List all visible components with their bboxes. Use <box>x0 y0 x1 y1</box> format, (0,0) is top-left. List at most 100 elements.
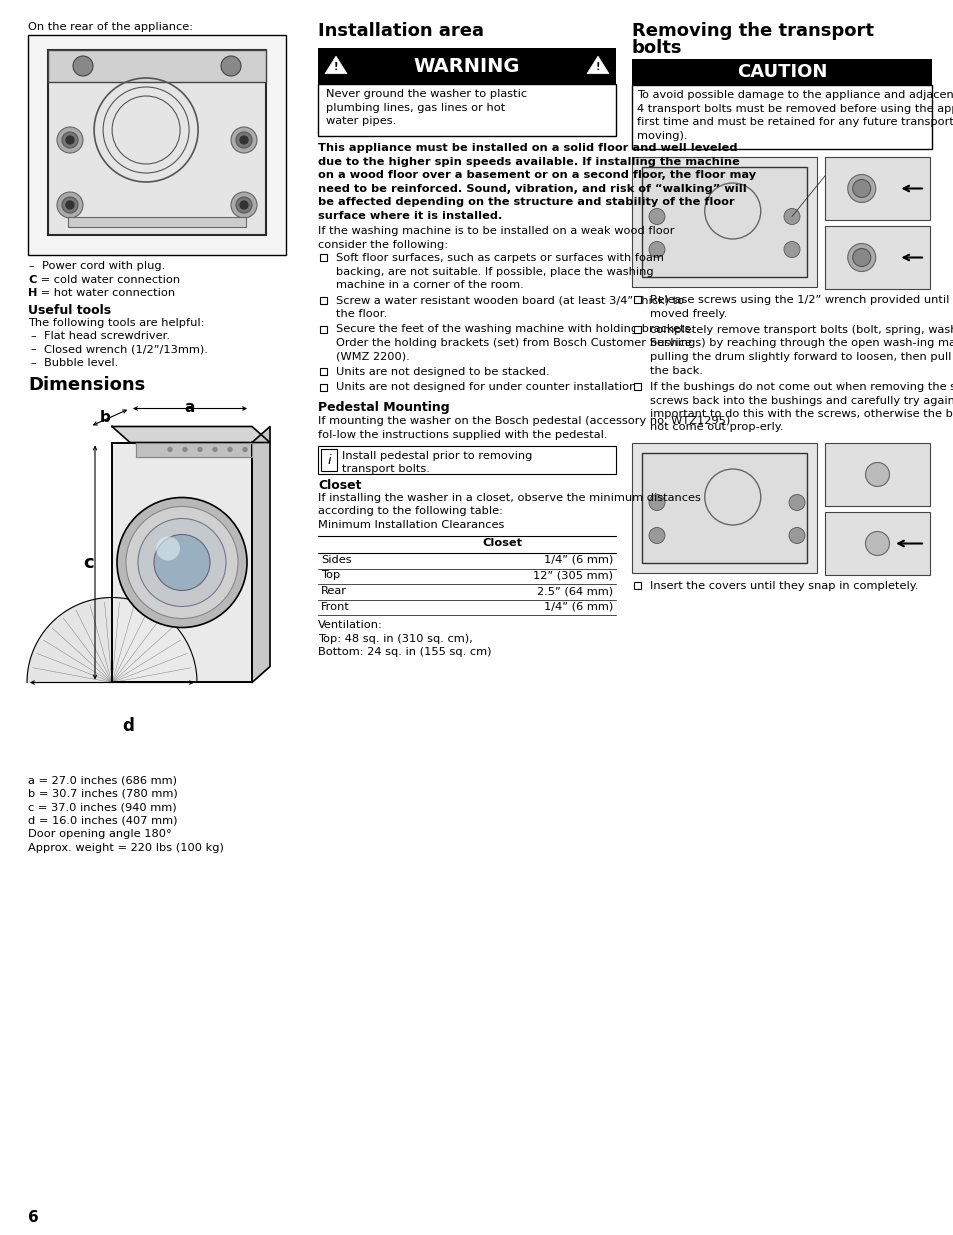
Text: completely remove transport bolts (bolt, spring, washer and: completely remove transport bolts (bolt,… <box>649 325 953 335</box>
Text: due to the higher spin speeds available. If installing the machine: due to the higher spin speeds available.… <box>317 157 740 167</box>
Text: Installation area: Installation area <box>317 22 483 40</box>
Text: a: a <box>185 400 195 415</box>
Text: The following tools are helpful:: The following tools are helpful: <box>28 317 204 327</box>
Circle shape <box>126 506 237 619</box>
Circle shape <box>228 447 232 452</box>
Text: 4 transport bolts must be removed before using the appliance for the: 4 transport bolts must be removed before… <box>637 104 953 114</box>
Bar <box>317 446 616 474</box>
Text: b = 30.7 inches (780 mm): b = 30.7 inches (780 mm) <box>28 789 177 799</box>
Text: Rear: Rear <box>320 585 347 597</box>
Text: Sides: Sides <box>320 555 352 564</box>
Polygon shape <box>325 56 347 74</box>
Text: Useful tools: Useful tools <box>28 304 111 316</box>
Text: If the bushings do not come out when removing the screws, place: If the bushings do not come out when rem… <box>649 382 953 391</box>
Text: If installing the washer in a closet, observe the minimum distances: If installing the washer in a closet, ob… <box>317 493 700 503</box>
Polygon shape <box>586 56 608 74</box>
Text: need to be reinforced. Sound, vibration, and risk of “walking” will: need to be reinforced. Sound, vibration,… <box>317 184 746 194</box>
Text: fol-low the instructions supplied with the pedestal.: fol-low the instructions supplied with t… <box>317 430 607 440</box>
Circle shape <box>117 498 247 627</box>
Bar <box>68 217 246 227</box>
Circle shape <box>847 174 875 203</box>
Bar <box>824 443 929 506</box>
Text: first time and must be retained for any future transport (e.g. when: first time and must be retained for any … <box>637 117 953 127</box>
Bar <box>634 383 640 390</box>
Text: Bubble level.: Bubble level. <box>44 358 118 368</box>
Circle shape <box>235 132 252 148</box>
Bar <box>824 157 929 220</box>
Text: bushings) by reaching through the open wash-ing machine door and: bushings) by reaching through the open w… <box>649 338 953 348</box>
Circle shape <box>243 447 247 452</box>
Text: Approx. weight = 220 lbs (100 kg): Approx. weight = 220 lbs (100 kg) <box>28 844 224 853</box>
Text: Bottom: 24 sq. in (155 sq. cm): Bottom: 24 sq. in (155 sq. cm) <box>317 647 491 657</box>
Text: the floor.: the floor. <box>335 309 387 319</box>
Text: important to do this with the screws, otherwise the bushings will: important to do this with the screws, ot… <box>649 409 953 419</box>
Text: Ventilation:: Ventilation: <box>317 620 382 630</box>
Text: To avoid possible damage to the appliance and adjacent surfaces, all: To avoid possible damage to the applianc… <box>637 90 953 100</box>
Bar <box>319 296 327 304</box>
Bar <box>631 157 816 287</box>
Text: Dimensions: Dimensions <box>28 377 145 394</box>
Text: On the rear of the appliance:: On the rear of the appliance: <box>28 22 193 32</box>
Text: be affected depending on the structure and stability of the floor: be affected depending on the structure a… <box>317 198 734 207</box>
Text: transport bolts.: transport bolts. <box>341 464 430 474</box>
Text: Removing the transport: Removing the transport <box>631 22 873 40</box>
Text: the back.: the back. <box>649 366 702 375</box>
Text: surface where it is installed.: surface where it is installed. <box>317 210 502 221</box>
Bar <box>319 368 327 375</box>
Circle shape <box>788 527 804 543</box>
Text: Front: Front <box>320 601 350 611</box>
Bar <box>634 326 640 333</box>
Text: Release screws using the 1/2” wrench provided until they can be: Release screws using the 1/2” wrench pro… <box>649 295 953 305</box>
Text: water pipes.: water pipes. <box>326 116 395 126</box>
Circle shape <box>847 243 875 272</box>
Bar <box>320 450 336 471</box>
Text: = cold water connection: = cold water connection <box>37 274 180 284</box>
Text: Closed wrench (1/2”/13mm).: Closed wrench (1/2”/13mm). <box>44 345 208 354</box>
Text: moved freely.: moved freely. <box>649 309 726 319</box>
Polygon shape <box>112 426 270 442</box>
Text: Insert the covers until they snap in completely.: Insert the covers until they snap in com… <box>649 580 918 592</box>
Bar <box>634 582 640 589</box>
Text: Closet: Closet <box>482 537 522 547</box>
Circle shape <box>648 527 664 543</box>
Text: backing, are not suitable. If possible, place the washing: backing, are not suitable. If possible, … <box>335 267 653 277</box>
Circle shape <box>168 447 172 452</box>
Text: 1/4” (6 mm): 1/4” (6 mm) <box>543 601 613 611</box>
Text: moving).: moving). <box>637 131 687 141</box>
Circle shape <box>240 136 248 144</box>
Circle shape <box>62 132 78 148</box>
Text: Units are not designed to be stacked.: Units are not designed to be stacked. <box>335 367 549 377</box>
Text: 1/4” (6 mm): 1/4” (6 mm) <box>543 555 613 564</box>
Text: 12” (305 mm): 12” (305 mm) <box>533 571 613 580</box>
Text: on a wood floor over a basement or on a second floor, the floor may: on a wood floor over a basement or on a … <box>317 170 756 180</box>
Circle shape <box>66 136 74 144</box>
Text: Soft floor surfaces, such as carpets or surfaces with foam: Soft floor surfaces, such as carpets or … <box>335 253 663 263</box>
Text: machine in a corner of the room.: machine in a corner of the room. <box>335 280 523 290</box>
Text: This appliance must be installed on a solid floor and well leveled: This appliance must be installed on a so… <box>317 143 737 153</box>
Circle shape <box>198 447 202 452</box>
Circle shape <box>788 494 804 510</box>
Circle shape <box>221 56 241 77</box>
Text: Flat head screwdriver.: Flat head screwdriver. <box>44 331 170 341</box>
Text: Top: 48 sq. in (310 sq. cm),: Top: 48 sq. in (310 sq. cm), <box>317 634 473 643</box>
Bar <box>634 296 640 303</box>
Text: Power cord with plug.: Power cord with plug. <box>42 261 165 270</box>
Bar <box>319 254 327 261</box>
Text: Door opening angle 180°: Door opening angle 180° <box>28 830 172 840</box>
Text: Units are not designed for under counter installation: Units are not designed for under counter… <box>335 383 636 393</box>
Text: CAUTION: CAUTION <box>736 63 826 82</box>
Bar <box>319 326 327 332</box>
Text: pulling the drum slightly forward to loosen, then pull out from: pulling the drum slightly forward to loo… <box>649 352 953 362</box>
Bar <box>641 167 806 277</box>
Bar <box>28 35 286 254</box>
Polygon shape <box>27 598 196 683</box>
Text: –: – <box>30 331 35 341</box>
Bar <box>317 84 616 136</box>
Bar <box>631 59 931 85</box>
Text: Install pedestal prior to removing: Install pedestal prior to removing <box>341 451 532 461</box>
Text: Pedestal Mounting: Pedestal Mounting <box>317 401 449 414</box>
Bar <box>48 49 266 82</box>
Circle shape <box>864 531 888 556</box>
Circle shape <box>57 127 83 153</box>
Circle shape <box>183 447 187 452</box>
